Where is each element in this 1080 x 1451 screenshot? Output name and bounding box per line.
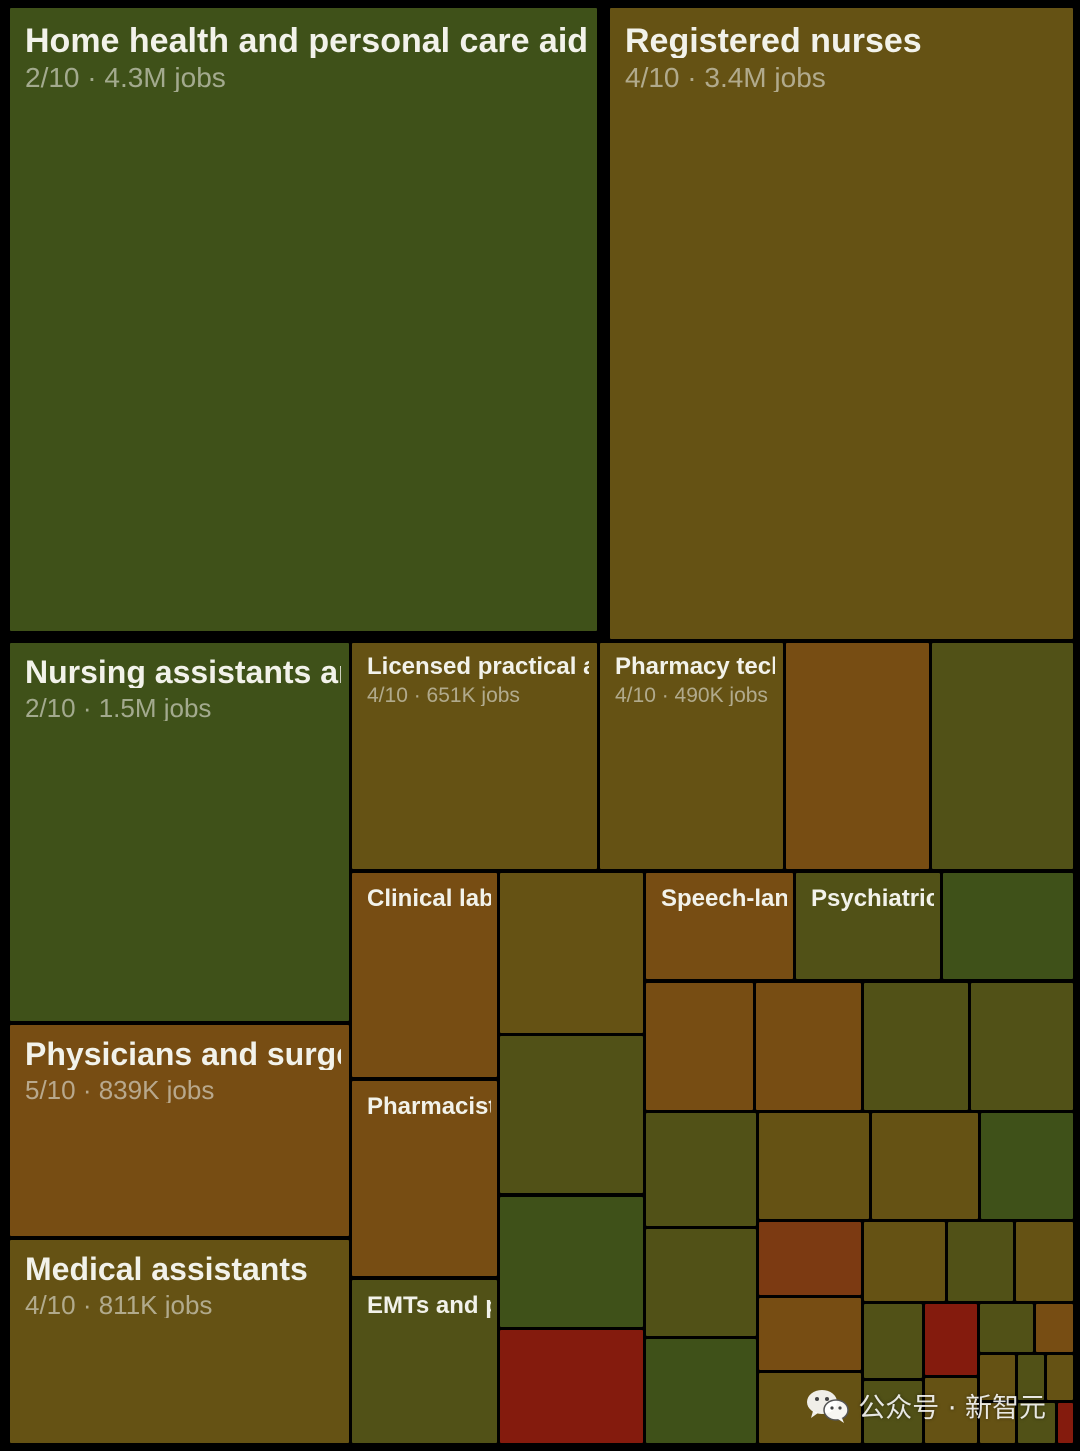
treemap-tile-r4-a[interactable] bbox=[646, 1113, 756, 1226]
treemap-tile-r3-d[interactable] bbox=[971, 983, 1073, 1110]
treemap-tile-r5-a[interactable] bbox=[646, 1229, 756, 1336]
treemap-tile-r6-i[interactable] bbox=[1047, 1355, 1073, 1400]
tile-label: 2/10 · 1.5M jobs bbox=[25, 695, 212, 721]
treemap-tile-r6-j[interactable] bbox=[980, 1403, 1015, 1443]
treemap-tile-r6-b[interactable] bbox=[925, 1304, 977, 1375]
treemap-tile-r2-c[interactable] bbox=[943, 873, 1073, 979]
tile-name: Registered nurses bbox=[625, 24, 922, 58]
tile-label: 4/10 · 811K jobs bbox=[25, 1292, 213, 1318]
tile-name: EMTs and paramedics bbox=[367, 1294, 491, 1318]
treemap-tile-r5-b[interactable] bbox=[646, 1339, 756, 1443]
treemap-tile-home-health[interactable]: Home health and personal care aides 2/10 … bbox=[10, 8, 597, 631]
treemap-tile-t-r1c3[interactable] bbox=[786, 643, 929, 869]
treemap-tile-c2-d[interactable] bbox=[500, 1330, 643, 1443]
treemap-tile-r6-a[interactable] bbox=[864, 1304, 922, 1378]
treemap-tile-medical-assistants[interactable]: Medical assistants 4/10 · 811K jobs bbox=[10, 1240, 349, 1443]
treemap-tile-nursing-assistants[interactable]: Nursing assistants and orderlies 2/10 · 1… bbox=[10, 643, 349, 1021]
tile-name: Clinical laboratory technologists bbox=[367, 887, 491, 911]
tile-name: Pharmacy technicians bbox=[615, 655, 775, 679]
treemap-tile-r4-b[interactable] bbox=[759, 1113, 869, 1219]
treemap-tile-r6-f[interactable] bbox=[925, 1378, 977, 1443]
treemap-tile-c2-b[interactable] bbox=[500, 1036, 643, 1193]
treemap-tile-r5-f[interactable] bbox=[864, 1222, 945, 1301]
treemap-tile-psychiatric[interactable]: Psychiatric technicians bbox=[796, 873, 940, 979]
treemap-tile-r6-k[interactable] bbox=[1018, 1403, 1055, 1443]
treemap-tile-r5-c[interactable] bbox=[759, 1222, 861, 1295]
tile-name: Nursing assistants and orderlies bbox=[25, 656, 341, 688]
treemap-tile-clinical-lab[interactable]: Clinical laboratory technologists bbox=[352, 873, 497, 1077]
tile-name: Pharmacists bbox=[367, 1095, 491, 1119]
treemap-tile-physicians[interactable]: Physicians and surgeons 5/10 · 839K jobs bbox=[10, 1025, 349, 1236]
treemap-tile-pharmacy-tech[interactable]: Pharmacy technicians 4/10 · 490K jobs bbox=[600, 643, 783, 869]
treemap-tile-pharmacists[interactable]: Pharmacists bbox=[352, 1081, 497, 1276]
treemap-tile-c2-c[interactable] bbox=[500, 1197, 643, 1327]
watermark-text: 公众号 · 新智元 bbox=[858, 1393, 1046, 1424]
tile-name: Medical assistants bbox=[25, 1253, 308, 1285]
tile-label: 2/10 · 4.3M jobs bbox=[25, 64, 226, 92]
treemap-tile-r3-c[interactable] bbox=[864, 983, 968, 1110]
treemap-tile-licensed-practical[interactable]: Licensed practical and licensed vocation… bbox=[352, 643, 597, 869]
treemap-tile-r4-d[interactable] bbox=[981, 1113, 1073, 1219]
treemap-tile-r6-h[interactable] bbox=[1018, 1355, 1044, 1400]
watermark: 公众号 · 新智元 bbox=[806, 1386, 1046, 1425]
tile-name: Home health and personal care aides bbox=[25, 24, 589, 58]
treemap-tile-r5-d[interactable] bbox=[759, 1298, 861, 1370]
treemap-tile-r5-g[interactable] bbox=[948, 1222, 1013, 1301]
tile-label: 4/10 · 651K jobs bbox=[367, 685, 520, 706]
tile-name: Psychiatric technicians bbox=[811, 887, 934, 911]
tile-label: 4/10 · 3.4M jobs bbox=[625, 64, 826, 92]
treemap-tile-r6-e[interactable] bbox=[864, 1381, 922, 1443]
treemap-tile-speech[interactable]: Speech-language pathologists bbox=[646, 873, 793, 979]
treemap-tile-r4-c[interactable] bbox=[872, 1113, 978, 1219]
treemap-tile-registered-nurses[interactable]: Registered nurses 4/10 · 3.4M jobs bbox=[610, 8, 1073, 639]
tile-label: 4/10 · 490K jobs bbox=[615, 685, 768, 706]
treemap-tile-t-r1c4[interactable] bbox=[932, 643, 1073, 869]
treemap-tile-r3-a[interactable] bbox=[646, 983, 753, 1110]
treemap-tile-r6-c[interactable] bbox=[980, 1304, 1033, 1352]
tile-label: 5/10 · 839K jobs bbox=[25, 1077, 215, 1103]
treemap-tile-r3-b[interactable] bbox=[756, 983, 861, 1110]
tile-name: Physicians and surgeons bbox=[25, 1038, 341, 1070]
treemap-tile-r5-h[interactable] bbox=[1016, 1222, 1073, 1301]
wechat-icon bbox=[806, 1388, 850, 1424]
treemap-tile-emts[interactable]: EMTs and paramedics bbox=[352, 1280, 497, 1443]
treemap-tile-c2-a[interactable] bbox=[500, 873, 643, 1033]
treemap-tile-r6-l[interactable] bbox=[1058, 1403, 1073, 1443]
tile-name: Speech-language pathologists bbox=[661, 887, 787, 911]
tile-name: Licensed practical and licensed vocation… bbox=[367, 655, 589, 679]
treemap-tile-r6-g[interactable] bbox=[980, 1355, 1015, 1400]
treemap-tile-r6-d[interactable] bbox=[1036, 1304, 1073, 1352]
